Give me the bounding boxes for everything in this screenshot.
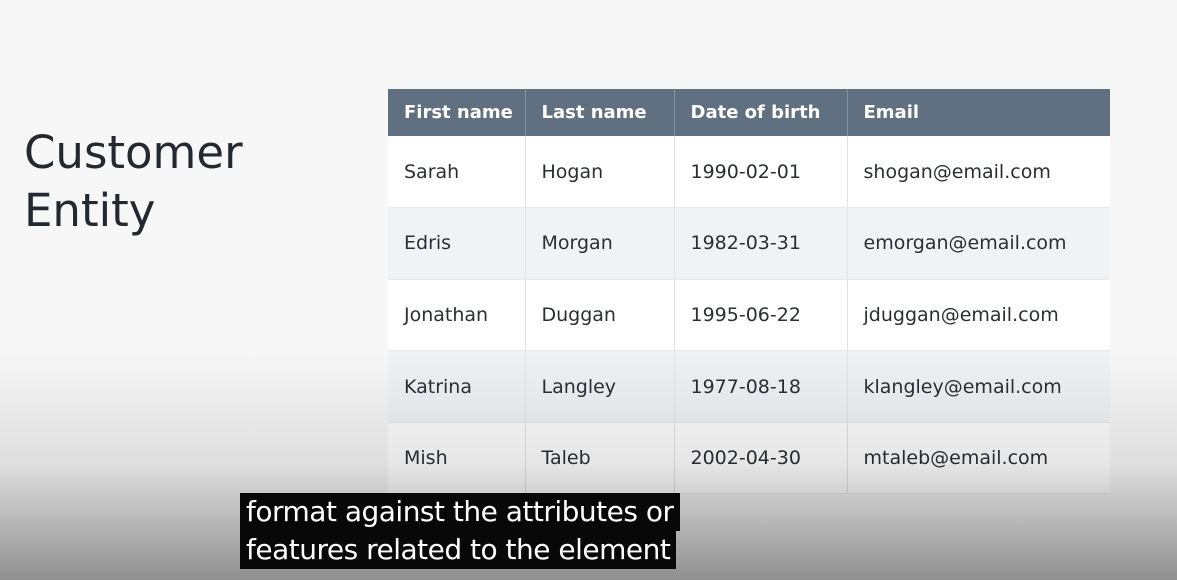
header-first-name: First name: [388, 89, 526, 136]
cell-date-of-birth: 1982-03-31: [674, 207, 848, 280]
customer-entity-table: First name Last name Date of birth Email…: [388, 89, 1110, 495]
table-row: Jonathan Duggan 1995-06-22 jduggan@email…: [388, 279, 1110, 352]
slide-title-line-1: Customer: [24, 126, 243, 179]
header-date-of-birth: Date of birth: [674, 89, 848, 136]
cell-last-name: Taleb: [525, 422, 675, 495]
slide-title-line-2: Entity: [24, 184, 156, 237]
cell-last-name: Duggan: [525, 279, 675, 352]
table-row: Edris Morgan 1982-03-31 emorgan@email.co…: [388, 207, 1110, 280]
video-caption: format against the attributes or feature…: [240, 493, 680, 569]
table-row: Mish Taleb 2002-04-30 mtaleb@email.com: [388, 422, 1110, 495]
table-row: Sarah Hogan 1990-02-01 shogan@email.com: [388, 136, 1110, 209]
cell-date-of-birth: 1995-06-22: [674, 279, 848, 352]
cell-date-of-birth: 1990-02-01: [674, 136, 848, 209]
cell-first-name: Edris: [388, 207, 526, 280]
table-header-row: First name Last name Date of birth Email: [388, 89, 1110, 136]
caption-line-2: features related to the element: [240, 531, 677, 569]
cell-email: jduggan@email.com: [847, 279, 1110, 352]
caption-line-1: format against the attributes or: [240, 493, 680, 531]
cell-first-name: Sarah: [388, 136, 526, 209]
cell-last-name: Morgan: [525, 207, 675, 280]
cell-date-of-birth: 1977-08-18: [674, 350, 848, 423]
cell-first-name: Mish: [388, 422, 526, 495]
cell-last-name: Langley: [525, 350, 675, 423]
slide-title: Customer Entity: [24, 124, 243, 240]
cell-email: mtaleb@email.com: [847, 422, 1110, 495]
table-row: Katrina Langley 1977-08-18 klangley@emai…: [388, 350, 1110, 423]
header-email: Email: [847, 89, 1110, 136]
cell-last-name: Hogan: [525, 136, 675, 209]
cell-email: emorgan@email.com: [847, 207, 1110, 280]
cell-email: klangley@email.com: [847, 350, 1110, 423]
cell-email: shogan@email.com: [847, 136, 1110, 209]
header-last-name: Last name: [525, 89, 675, 136]
cell-date-of-birth: 2002-04-30: [674, 422, 848, 495]
cell-first-name: Jonathan: [388, 279, 526, 352]
cell-first-name: Katrina: [388, 350, 526, 423]
